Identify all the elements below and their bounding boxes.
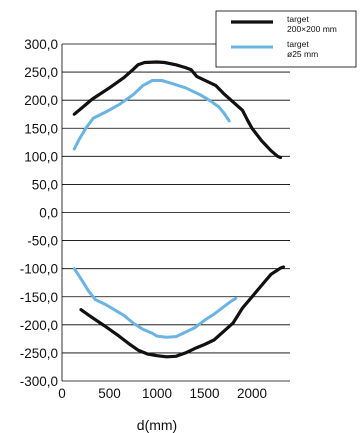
- legend-label-1: target: [287, 39, 309, 49]
- legend-box: [215, 10, 357, 68]
- y-tick-label: 50,0: [32, 177, 58, 192]
- y-tick-label: -300,0: [20, 374, 58, 389]
- y-tick-label: -150,0: [20, 290, 58, 305]
- series-lines: [72, 60, 285, 359]
- y-tick-label: 300,0: [24, 37, 58, 52]
- series-1-curve-0: [72, 79, 231, 151]
- series-0-curve-1: [79, 265, 285, 359]
- y-tick-label: 0,0: [39, 206, 58, 221]
- y-tick-labels: 300,0 250,0 200,0 150,0 100,0 50,0 0,0 -50,0 -10…: [20, 37, 58, 389]
- x-tick-label: 1000: [142, 386, 172, 401]
- y-tick-label: -50,0: [27, 234, 58, 249]
- x-tick-label: 2000: [237, 386, 267, 401]
- y-tick-label: -100,0: [20, 262, 58, 277]
- y-tick-label: -250,0: [20, 346, 58, 361]
- legend-label-0: 200×200 mm: [287, 24, 337, 34]
- y-tick-label: 250,0: [24, 65, 58, 80]
- y-tick-label: 100,0: [24, 149, 58, 164]
- legend-label-0: target: [287, 14, 309, 24]
- legend-label-1: ø25 mm: [287, 49, 318, 59]
- x-tick-label: 500: [98, 386, 121, 401]
- series-0-curve-0: [72, 60, 283, 160]
- series-1-curve-1: [72, 267, 238, 339]
- y-gridlines: [62, 43, 290, 382]
- y-tick-label: 150,0: [24, 121, 58, 136]
- x-axis-label: d(mm): [137, 417, 177, 433]
- x-tick-labels: 0 500 1000 1500 2000: [58, 386, 267, 401]
- x-tick-label: 1500: [189, 386, 219, 401]
- x-tick-label: 0: [58, 386, 66, 401]
- y-tick-label: -200,0: [20, 318, 58, 333]
- y-tick-label: 200,0: [24, 93, 58, 108]
